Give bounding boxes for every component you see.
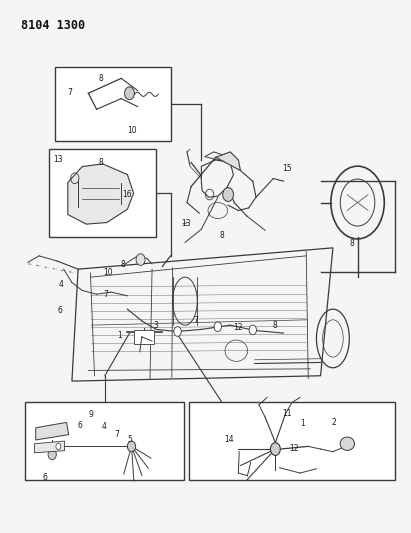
Circle shape [125,87,134,100]
Text: 7: 7 [67,88,72,97]
Text: 4: 4 [58,280,63,288]
Ellipse shape [136,254,145,265]
Text: 7: 7 [193,317,198,325]
Ellipse shape [340,437,354,450]
Text: 16: 16 [122,190,132,198]
Text: 8: 8 [120,260,125,269]
Text: 8: 8 [98,158,103,167]
Text: 12: 12 [289,445,299,453]
Text: 6: 6 [43,473,48,481]
Text: 7: 7 [104,290,109,298]
Text: 8: 8 [219,231,224,239]
Text: 1: 1 [300,419,305,428]
Bar [189,402,395,480]
Text: 2: 2 [331,418,336,426]
Polygon shape [68,164,134,224]
Circle shape [56,443,61,450]
Bar [25,402,184,480]
Text: 14: 14 [224,435,234,444]
Text: 4: 4 [101,422,106,431]
Text: 13: 13 [53,156,62,164]
Text: 15: 15 [282,165,292,173]
Circle shape [127,441,136,452]
Circle shape [270,442,280,455]
Circle shape [249,325,256,335]
Circle shape [214,322,222,332]
Text: 6: 6 [77,421,82,430]
Text: 6: 6 [57,306,62,314]
Text: 8: 8 [98,74,103,83]
Text: 7: 7 [114,431,119,439]
Text: 8: 8 [272,321,277,329]
Text: 3: 3 [153,321,158,329]
Text: 8: 8 [349,239,354,248]
Text: 5: 5 [127,435,132,444]
Bar [55,67,171,141]
Polygon shape [35,441,65,453]
Circle shape [223,188,233,201]
Bar [49,149,156,237]
Text: 10: 10 [103,269,113,277]
Polygon shape [36,422,69,440]
Text: 11: 11 [282,409,292,417]
Text: 10: 10 [127,126,136,134]
Text: 8104 1300: 8104 1300 [21,19,85,33]
Bar [134,330,154,344]
Text: 9: 9 [89,410,94,419]
Text: 1: 1 [117,332,122,340]
Circle shape [174,327,181,336]
Text: 13: 13 [181,220,191,228]
Polygon shape [216,152,240,171]
Text: 12: 12 [233,324,243,332]
Circle shape [48,449,56,459]
